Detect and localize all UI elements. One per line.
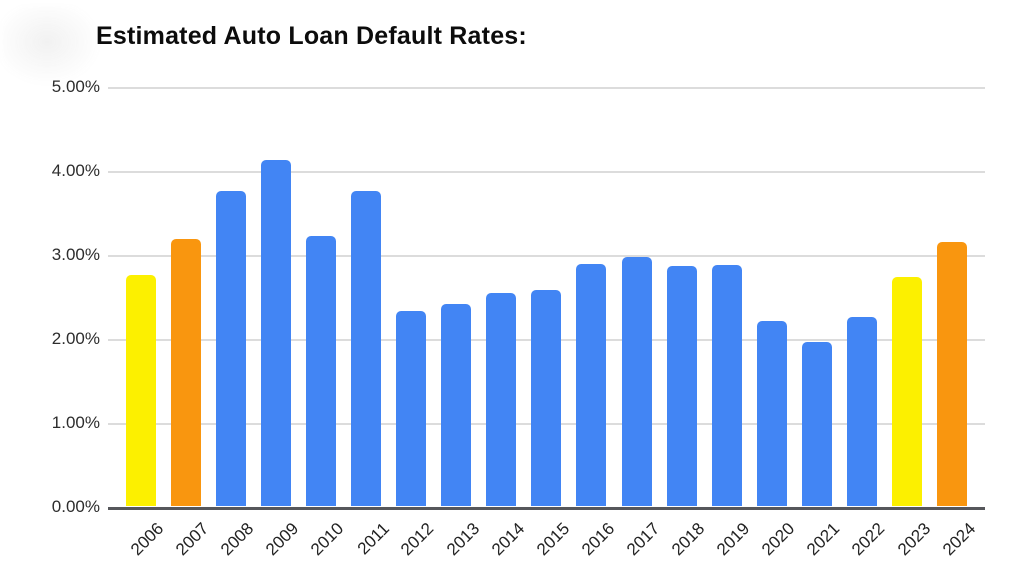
bar-2016 xyxy=(576,264,607,506)
bar-2012 xyxy=(396,311,427,506)
x-tick-slot: 2024 xyxy=(930,512,979,572)
x-tick-slot: 2008 xyxy=(208,512,257,572)
y-tick-label: 2.00% xyxy=(51,329,100,348)
y-tick-label: 3.00% xyxy=(51,245,100,264)
x-tick-slot: 2021 xyxy=(795,512,843,572)
x-tick-slot: 2009 xyxy=(253,512,302,572)
x-tick-label: 2006 xyxy=(126,519,167,560)
x-axis-baseline xyxy=(108,507,985,510)
plot-area xyxy=(108,86,985,510)
watermark-blob xyxy=(2,6,102,86)
x-tick-slot: 2020 xyxy=(750,512,798,572)
x-tick-label: 2023 xyxy=(893,519,934,560)
bar-2015 xyxy=(531,290,562,506)
gridline xyxy=(108,87,985,89)
x-tick-label: 2012 xyxy=(397,519,438,560)
x-tick-label: 2011 xyxy=(353,519,393,559)
y-tick-label: 1.00% xyxy=(51,413,100,432)
bar-2013 xyxy=(441,304,472,506)
chart-title: Estimated Auto Loan Default Rates: xyxy=(96,22,527,50)
bar-2014 xyxy=(486,292,517,506)
bar-2024 xyxy=(937,242,968,506)
x-tick-slot: 2018 xyxy=(659,512,708,572)
bar-2019 xyxy=(711,264,742,506)
x-tick-label: 2016 xyxy=(577,519,619,560)
x-tick-slot: 2012 xyxy=(389,512,437,572)
bar-2021 xyxy=(801,342,832,506)
x-tick-slot: 2022 xyxy=(840,512,889,572)
x-tick-slot: 2014 xyxy=(479,512,528,572)
x-tick-label: 2010 xyxy=(307,519,348,560)
bar-2022 xyxy=(847,317,878,506)
x-tick-label: 2020 xyxy=(758,519,799,560)
bars-layer xyxy=(108,86,985,506)
x-tick-slot: 2019 xyxy=(704,512,753,572)
x-tick-slot: 2015 xyxy=(524,512,573,572)
x-tick-label: 2015 xyxy=(532,519,573,560)
y-tick-label: 5.00% xyxy=(51,77,100,96)
gridline xyxy=(108,255,985,257)
x-axis: 2006 2007 2008 2009 2010 2011 2012 2013 2014 2015… xyxy=(108,512,985,572)
bar-2018 xyxy=(666,265,697,506)
x-tick-slot: 2007 xyxy=(163,512,212,572)
x-tick-slot: 2016 xyxy=(569,512,618,572)
x-tick-slot: 2011 xyxy=(344,512,392,572)
x-tick-label: 2021 xyxy=(803,519,844,560)
x-tick-label: 2018 xyxy=(668,519,709,560)
x-tick-slot: 2013 xyxy=(434,512,483,572)
bar-2011 xyxy=(351,191,382,506)
bar-2006 xyxy=(125,275,156,506)
bar-2008 xyxy=(215,191,246,506)
bar-2007 xyxy=(170,238,201,506)
bar-2017 xyxy=(621,257,652,506)
x-tick-slot: 2006 xyxy=(118,512,167,572)
x-tick-slot: 2017 xyxy=(614,512,663,572)
bar-2020 xyxy=(756,321,787,506)
x-tick-label: 2014 xyxy=(487,519,528,560)
bar-2010 xyxy=(305,236,336,506)
bar-2023 xyxy=(892,276,923,506)
x-tick-label: 2019 xyxy=(713,519,754,560)
x-tick-label: 2022 xyxy=(848,519,889,560)
gridline xyxy=(108,171,985,173)
bar-2009 xyxy=(260,159,291,506)
x-tick-slot: 2023 xyxy=(885,512,934,572)
x-tick-label: 2013 xyxy=(442,519,483,560)
x-tick-label: 2007 xyxy=(171,519,213,560)
x-tick-slot: 2010 xyxy=(298,512,347,572)
y-tick-label: 0.00% xyxy=(51,497,100,516)
y-tick-label: 4.00% xyxy=(51,161,100,180)
x-tick-label: 2024 xyxy=(938,519,979,560)
x-tick-label: 2009 xyxy=(262,519,303,560)
x-tick-label: 2008 xyxy=(217,519,258,560)
x-tick-label: 2017 xyxy=(623,519,664,560)
